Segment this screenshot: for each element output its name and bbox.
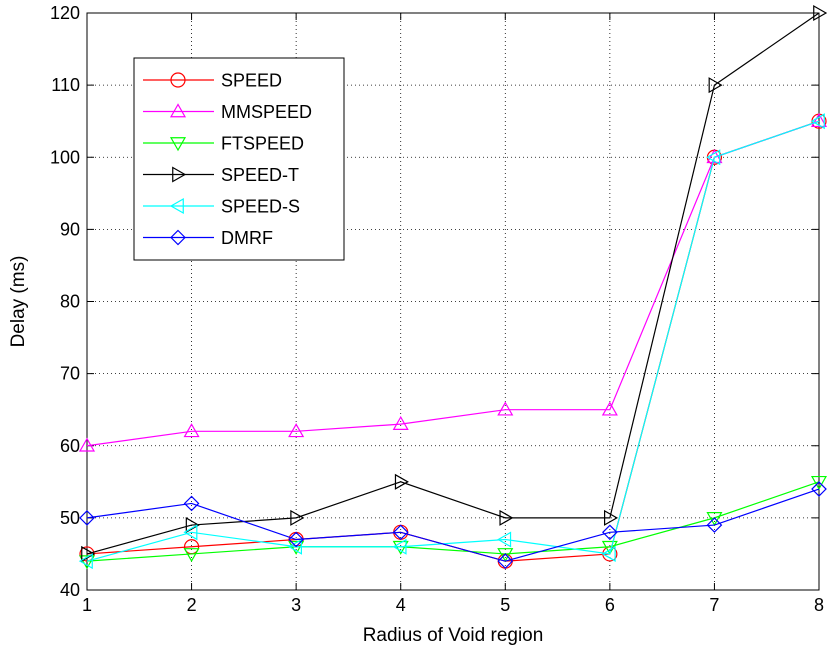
data-point-mmspeed bbox=[78, 437, 96, 452]
legend-label: SPEED-S bbox=[221, 197, 300, 217]
data-point-mmspeed bbox=[497, 401, 514, 416]
data-point-mmspeed bbox=[392, 415, 409, 430]
data-point-ftspeed bbox=[810, 475, 827, 491]
data-point-speed-t bbox=[604, 509, 619, 526]
data-point-speed-s bbox=[183, 524, 198, 541]
legend-label: SPEED-T bbox=[221, 165, 299, 185]
y-tick-label: 70 bbox=[60, 364, 80, 384]
series-mmspeed bbox=[78, 112, 827, 452]
legend-label: MMSPEED bbox=[221, 102, 312, 122]
x-tick-label: 4 bbox=[396, 595, 406, 615]
series-line-speed-t bbox=[86, 12, 820, 555]
legend-item-ftspeed: FTSPEED bbox=[143, 134, 304, 154]
legend-label: DMRF bbox=[221, 228, 273, 248]
data-point-dmrf bbox=[183, 495, 200, 512]
data-point-mmspeed bbox=[601, 401, 618, 416]
legend-item-speed-s: SPEED-S bbox=[143, 197, 300, 217]
legend-label: SPEED bbox=[221, 71, 282, 91]
legend-item-mmspeed: MMSPEED bbox=[143, 102, 312, 122]
y-tick-label: 60 bbox=[60, 436, 80, 456]
legend-marker bbox=[172, 166, 187, 183]
series-line-speed-s bbox=[86, 120, 820, 562]
axis-ticks: 1 2 3 4 5 6 7 8 40 50 60 70 80 90 100 110 120 bbox=[50, 3, 824, 615]
x-tick-label: 5 bbox=[500, 595, 510, 615]
data-point-mmspeed bbox=[288, 423, 305, 438]
series-line-dmrf bbox=[86, 488, 820, 562]
data-point-speed-s bbox=[78, 553, 93, 570]
data-point-speed-s bbox=[810, 113, 825, 130]
data-point-speed-s bbox=[497, 531, 512, 548]
x-tick-label: 3 bbox=[291, 595, 301, 615]
legend-marker bbox=[170, 229, 186, 246]
series-speed-s bbox=[78, 113, 825, 570]
data-point-mmspeed bbox=[183, 423, 200, 438]
series-speed-t bbox=[81, 4, 827, 562]
data-point-speed-t bbox=[394, 473, 409, 490]
legend-item-dmrf: DMRF bbox=[143, 228, 273, 248]
series-line-mmspeed bbox=[86, 120, 820, 447]
y-axis-label: Delay (ms) bbox=[8, 256, 29, 348]
data-point-ftspeed bbox=[183, 548, 200, 563]
y-tick-label: 100 bbox=[50, 147, 80, 167]
data-point-dmrf bbox=[392, 524, 409, 541]
x-tick-label: 1 bbox=[82, 595, 92, 615]
data-point-speed-s bbox=[392, 538, 407, 555]
data-point-speed-s bbox=[287, 538, 302, 555]
data-point-dmrf bbox=[497, 553, 514, 569]
x-axis-label: Radius of Void region bbox=[363, 625, 544, 646]
data-point-speed-s bbox=[706, 149, 721, 166]
y-tick-label: 40 bbox=[60, 580, 80, 600]
legend-item-speed-t: SPEED-T bbox=[143, 165, 299, 185]
data-point-dmrf bbox=[288, 531, 304, 548]
data-point-dmrf bbox=[706, 517, 723, 533]
x-tick-label: 2 bbox=[187, 595, 197, 615]
data-point-speed-t bbox=[290, 509, 305, 526]
data-point-ftspeed bbox=[78, 555, 96, 570]
legend-marker bbox=[169, 103, 187, 118]
legend-label: FTSPEED bbox=[221, 134, 304, 154]
data-point-ftspeed bbox=[288, 540, 305, 555]
data-point-dmrf bbox=[602, 524, 618, 541]
legend: SPEED MMSPEED FTSPEED SPEED-T SPEED-S DMRF bbox=[133, 57, 345, 261]
x-tick-label: 7 bbox=[709, 595, 719, 615]
y-tick-label: 90 bbox=[60, 219, 80, 239]
legend-marker bbox=[169, 137, 187, 152]
y-tick-label: 110 bbox=[51, 75, 80, 95]
data-point-speed-t bbox=[708, 77, 723, 94]
y-tick-label: 50 bbox=[60, 508, 80, 528]
y-tick-label: 80 bbox=[60, 292, 80, 312]
data-point-speed-t bbox=[499, 509, 514, 526]
legend-marker bbox=[170, 72, 186, 88]
x-tick-label: 8 bbox=[814, 595, 824, 615]
x-tick-label: 6 bbox=[605, 595, 615, 615]
data-point-ftspeed bbox=[706, 512, 723, 527]
data-point-dmrf bbox=[811, 481, 827, 497]
legend-item-speed: SPEED bbox=[143, 71, 282, 91]
series-layer bbox=[78, 4, 827, 570]
data-point-speed-t bbox=[813, 4, 827, 22]
data-point-speed-s bbox=[601, 545, 616, 562]
series-line-ftspeed bbox=[86, 481, 820, 562]
y-tick-label: 120 bbox=[50, 3, 80, 23]
data-point-speed-t bbox=[185, 517, 200, 534]
data-point-ftspeed bbox=[497, 548, 514, 563]
data-point-mmspeed bbox=[810, 112, 827, 128]
data-point-speed-t bbox=[81, 545, 96, 562]
series-dmrf bbox=[79, 481, 827, 569]
data-point-dmrf bbox=[79, 510, 95, 526]
legend-box bbox=[133, 57, 345, 261]
series-ftspeed bbox=[78, 475, 827, 570]
legend-marker bbox=[169, 197, 184, 215]
data-point-ftspeed bbox=[392, 540, 409, 555]
